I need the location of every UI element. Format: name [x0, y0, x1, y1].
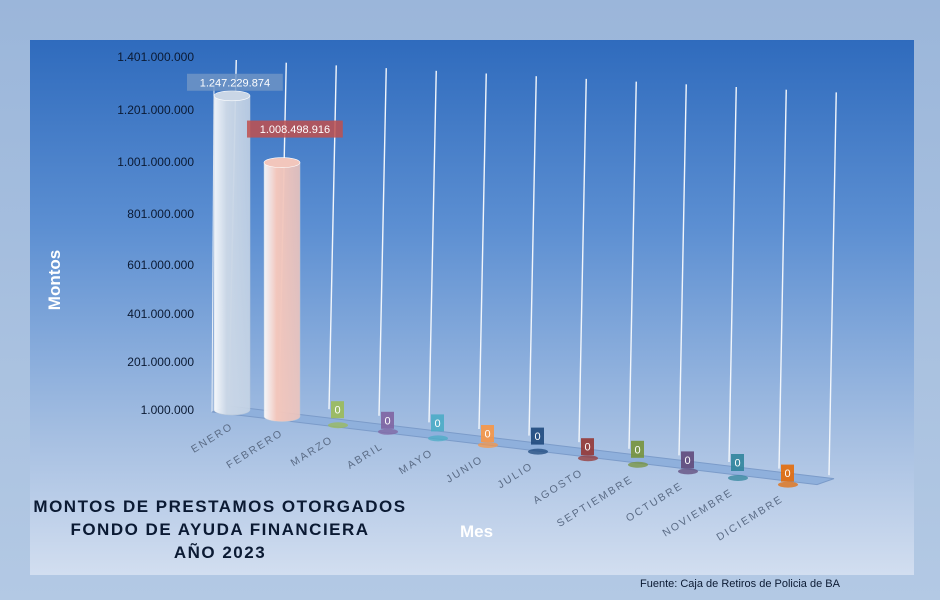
grid-line [678, 84, 687, 456]
bar-enero [213, 90, 251, 416]
y-tick-label: 1.000.000 [141, 403, 195, 417]
data-label-text: 0 [484, 429, 490, 441]
bar-abril [378, 428, 398, 435]
bar-octubre [678, 468, 698, 475]
data-label-box [631, 440, 644, 458]
y-tick-label: 801.000.000 [127, 207, 194, 221]
data-label-text: 0 [734, 458, 740, 470]
grid-line [578, 78, 587, 443]
y-tick-label: 201.000.000 [127, 355, 194, 369]
bar-top [213, 90, 251, 102]
bar-septiembre [628, 461, 648, 468]
data-label-text: 0 [334, 405, 340, 417]
bar-febrero [263, 157, 301, 422]
data-label: 0 [681, 451, 694, 469]
x-tick-label: OCTUBRE [624, 480, 686, 525]
data-label: 0 [581, 438, 594, 456]
data-label-box [731, 454, 744, 471]
y-tick-label: 401.000.000 [127, 307, 194, 321]
data-label-text: 0 [434, 418, 440, 430]
data-label-text: 0 [784, 468, 790, 480]
grid-line [528, 76, 537, 436]
chart-title-line-2: FONDO DE AYUDA FINANCIERA [70, 520, 370, 539]
y-axis-title: Montos [45, 249, 65, 311]
bar-top [263, 157, 301, 168]
x-tick-label: MAYO [397, 447, 436, 477]
data-label-box [531, 427, 544, 445]
bar-julio [528, 448, 548, 455]
data-label-box [247, 120, 343, 138]
grid-line [828, 92, 837, 476]
chart-title-line-3: AÑO 2023 [173, 543, 267, 562]
data-label-text: 0 [584, 442, 590, 454]
chart-title-line-1: MONTOS DE PRESTAMOS OTORGADOS [33, 497, 407, 516]
grid-line [378, 68, 387, 416]
data-label-text: 0 [534, 431, 540, 443]
data-label-box [381, 411, 394, 429]
data-label-text: 0 [684, 455, 690, 467]
data-label: 0 [631, 440, 644, 458]
data-label: 0 [731, 454, 744, 471]
grid-line [728, 86, 737, 463]
x-tick-label: ENERO [189, 420, 236, 455]
data-label-box [431, 414, 444, 432]
data-label-box [781, 464, 794, 482]
bar-marzo [328, 422, 348, 429]
chart-title: MONTOS DE PRESTAMOS OTORGADOS FONDO DE A… [20, 495, 420, 564]
x-tick-label: FEBRERO [224, 427, 285, 471]
bar-body [263, 162, 301, 422]
data-label: 0 [431, 414, 444, 432]
data-label-text: 0 [634, 444, 640, 456]
y-tick-label: 1.401.000.000 [117, 50, 194, 64]
x-tick-label: JULIO [496, 460, 536, 491]
bar-noviembre [728, 475, 748, 481]
data-label-text: 1.247.229.874 [200, 77, 270, 89]
data-label-text: 0 [384, 415, 390, 427]
x-tick-label: JUNIO [444, 453, 486, 485]
grid-line [428, 70, 437, 423]
data-label: 1.247.229.874 [187, 73, 283, 91]
data-label: 0 [781, 464, 794, 482]
bar-junio [478, 442, 498, 448]
bar-diciembre [778, 481, 798, 488]
grid-line [778, 89, 787, 469]
bar-mayo [428, 435, 448, 442]
y-tick-label: 1.001.000.000 [117, 155, 194, 169]
grid-line [478, 73, 487, 430]
x-tick-label: ABRIL [345, 440, 386, 472]
x-tick-label: MARZO [289, 434, 336, 470]
bar-body [213, 95, 251, 416]
x-tick-label: AGOSTO [531, 467, 585, 507]
data-label: 0 [531, 427, 544, 445]
x-axis-title: Mes [460, 522, 494, 541]
data-label: 0 [381, 411, 394, 429]
data-label: 1.008.498.916 [247, 120, 343, 138]
chart-source: Fuente: Caja de Retiros de Policia de BA [640, 578, 840, 590]
data-label-box [581, 438, 594, 456]
data-label-box [481, 425, 494, 442]
grid-line [328, 65, 337, 410]
data-label-text: 1.008.498.916 [260, 124, 330, 136]
data-label-box [187, 73, 283, 91]
y-axis-line [211, 86, 215, 413]
y-tick-label: 601.000.000 [127, 258, 194, 272]
data-label: 0 [331, 401, 344, 419]
data-label-box [331, 401, 344, 419]
y-tick-label: 1.201.000.000 [117, 103, 194, 117]
data-label: 0 [481, 425, 494, 442]
grid-line [628, 81, 637, 449]
chart-panel [30, 40, 914, 575]
data-label-box [681, 451, 694, 469]
bar-agosto [578, 455, 598, 462]
